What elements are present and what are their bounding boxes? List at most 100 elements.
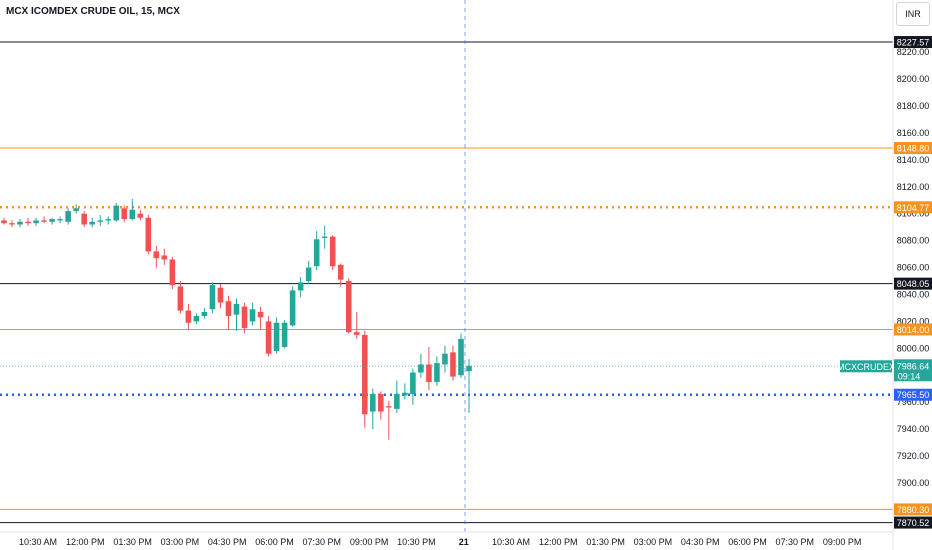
candle-body xyxy=(33,220,39,224)
level-label: 8104.77 xyxy=(897,203,930,213)
candle-body xyxy=(153,251,160,259)
price-tick-label: 7940.00 xyxy=(897,424,930,434)
time-tick-label: 04:30 PM xyxy=(681,537,720,547)
candle-body xyxy=(361,334,368,415)
currency-button[interactable]: INR xyxy=(896,2,930,26)
level-label-bg xyxy=(894,201,932,214)
price-tick-label: 7960.00 xyxy=(897,397,930,407)
level-label: 7870.52 xyxy=(897,518,930,528)
price-tick-label: 8080.00 xyxy=(897,236,930,246)
time-tick-label: 21 xyxy=(459,537,469,547)
candle-body xyxy=(426,364,432,382)
candle-body xyxy=(337,264,344,280)
symbol-label: MCXCRUDEX xyxy=(837,362,895,372)
candle-body xyxy=(169,259,176,286)
time-tick-label: 10:30 AM xyxy=(19,537,57,547)
candle-body xyxy=(225,301,232,317)
level-label-bg xyxy=(894,516,932,529)
candle-body xyxy=(49,219,55,222)
level-label: 8227.57 xyxy=(897,38,930,48)
price-tick-label: 8100.00 xyxy=(897,209,930,219)
candle-body xyxy=(249,309,256,322)
time-tick-label: 10:30 AM xyxy=(492,537,530,547)
time-tick-label: 03:00 PM xyxy=(161,537,200,547)
time-tick-label: 03:00 PM xyxy=(634,537,673,547)
candle-body xyxy=(137,213,144,218)
candle-body xyxy=(17,221,23,225)
candle-body xyxy=(121,208,128,220)
price-tick-label: 8140.00 xyxy=(897,155,930,165)
level-label-bg xyxy=(894,36,932,49)
candle-body xyxy=(257,311,264,318)
price-tick-label: 8120.00 xyxy=(897,182,930,192)
time-tick-label: 04:30 PM xyxy=(208,537,247,547)
candle-body xyxy=(73,208,79,212)
candle-body xyxy=(329,236,336,267)
price-tick-label: 8060.00 xyxy=(897,263,930,273)
level-label-bg xyxy=(894,323,932,336)
candle-body xyxy=(313,239,320,267)
candle-body xyxy=(57,219,63,221)
candle-body xyxy=(281,322,288,347)
level-label: 7880.30 xyxy=(897,505,930,515)
countdown-label: 09:14 xyxy=(898,371,921,381)
candle-body xyxy=(177,286,184,311)
candle-body xyxy=(297,282,304,291)
candle-body xyxy=(466,365,472,372)
candle-body xyxy=(81,213,87,225)
time-axis[interactable]: 10:30 AM 12:00 PM 01:30 PM 03:00 PM 04:30 PM… xyxy=(19,537,861,547)
candle-body xyxy=(353,332,360,335)
time-tick-label: 06:00 PM xyxy=(255,537,294,547)
candle-body xyxy=(369,394,376,412)
candle-body xyxy=(185,310,192,323)
price-tick-label: 8000.00 xyxy=(897,343,930,353)
candle-body xyxy=(145,217,152,252)
price-tick-label: 7900.00 xyxy=(897,478,930,488)
candle-body xyxy=(89,221,95,225)
price-tick-label: 8180.00 xyxy=(897,101,930,111)
time-tick-label: 01:30 PM xyxy=(586,537,625,547)
level-label-bg xyxy=(894,388,932,401)
candle-body xyxy=(450,352,456,377)
time-tick-label: 10:30 PM xyxy=(397,537,436,547)
candle-body xyxy=(129,209,136,220)
candle-body xyxy=(65,211,71,222)
candle-body xyxy=(418,364,424,373)
candle-body xyxy=(434,363,440,382)
level-label-bg xyxy=(894,277,932,290)
level-label: 8014.00 xyxy=(897,325,930,335)
candle-body xyxy=(41,220,47,222)
time-tick-label: 07:30 PM xyxy=(303,537,342,547)
candle-body xyxy=(241,306,248,329)
candle-body xyxy=(458,338,464,376)
candle-body xyxy=(161,255,168,260)
candle-body xyxy=(209,285,216,310)
level-label: 7965.50 xyxy=(897,390,930,400)
price-tick-label: 8020.00 xyxy=(897,316,930,326)
level-label-bg xyxy=(894,503,932,516)
candle-body xyxy=(1,220,7,224)
candle-body xyxy=(305,267,312,282)
candle-body xyxy=(394,394,400,409)
time-tick-label: 09:00 PM xyxy=(823,537,862,547)
current-price-label-bg xyxy=(894,359,932,382)
candle-body xyxy=(402,392,408,396)
level-label-bg xyxy=(894,142,932,155)
horizontal-levels xyxy=(0,41,893,524)
candle-body xyxy=(113,205,120,221)
price-tick-label: 8220.00 xyxy=(897,47,930,57)
candle-body xyxy=(378,394,384,412)
candle-body xyxy=(25,221,31,224)
candles xyxy=(1,198,472,440)
time-tick-label: 09:00 PM xyxy=(350,537,389,547)
symbol-label-bg xyxy=(840,360,892,373)
candle-body xyxy=(386,406,392,408)
candle-body xyxy=(193,316,200,322)
candle-body xyxy=(321,236,328,238)
candle-body xyxy=(233,303,240,315)
price-tick-label: 8040.00 xyxy=(897,289,930,299)
candle-body xyxy=(273,322,280,352)
candle-body xyxy=(289,290,296,326)
